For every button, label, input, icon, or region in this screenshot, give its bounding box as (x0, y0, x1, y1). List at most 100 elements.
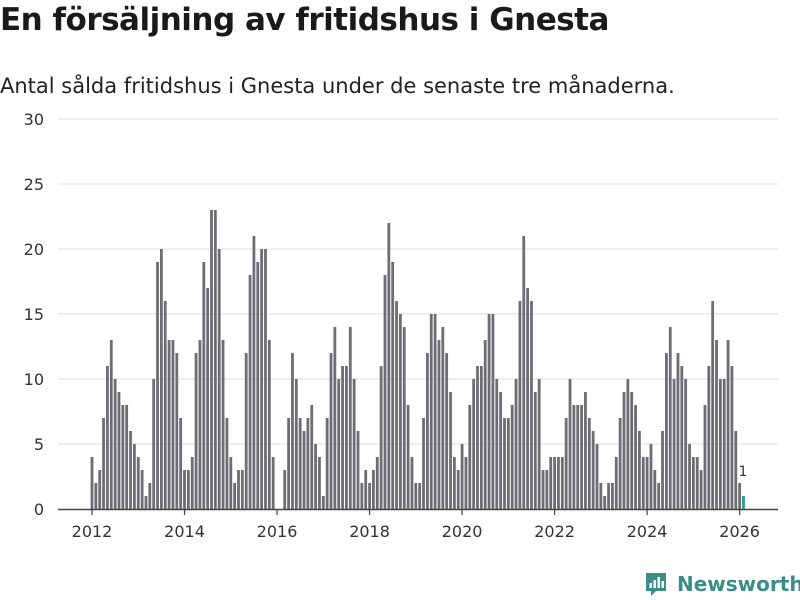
bar (348, 327, 352, 509)
bar (129, 431, 132, 509)
bar (148, 483, 152, 509)
bar (711, 301, 715, 509)
bar (452, 457, 456, 509)
bar (545, 470, 549, 509)
bar (283, 470, 287, 509)
bar (595, 444, 599, 509)
bar (256, 262, 260, 509)
bar (179, 418, 183, 509)
bar (391, 262, 395, 509)
data-label: 1 (739, 464, 748, 480)
bar (98, 470, 102, 509)
bar (537, 379, 541, 509)
bar (125, 405, 129, 509)
bar (375, 457, 379, 509)
bar (329, 353, 333, 509)
bar (495, 379, 499, 509)
bar (568, 379, 572, 509)
bar (526, 288, 530, 509)
x-tick-label: 2024 (627, 522, 668, 541)
bar (90, 457, 94, 509)
bar (399, 314, 402, 509)
bar (726, 340, 730, 509)
bar (302, 431, 306, 509)
bar (553, 457, 556, 509)
bar (460, 444, 464, 509)
newsworthy-brand[interactable]: Newsworthy (644, 568, 800, 600)
bar (657, 483, 661, 509)
bar (294, 379, 298, 509)
bar (171, 340, 175, 509)
bar (94, 483, 98, 509)
x-tick-label: 2020 (442, 522, 483, 541)
bar (298, 418, 302, 509)
bar-highlight (742, 496, 745, 509)
bar (738, 483, 742, 509)
bar (144, 496, 148, 509)
bar (676, 353, 680, 509)
chart-title: En försäljning av fritidshus i Gnesta (0, 2, 609, 38)
bar (202, 262, 206, 509)
bar (225, 418, 229, 509)
bar (136, 457, 140, 509)
y-tick-label: 15 (24, 305, 44, 324)
bar (341, 366, 344, 509)
bar (433, 314, 437, 509)
bar (722, 379, 726, 509)
bar (183, 470, 186, 509)
bar (630, 392, 634, 509)
bar (661, 431, 664, 509)
bar (337, 379, 341, 509)
bar (541, 470, 545, 509)
bar (352, 379, 356, 509)
bar (691, 457, 695, 509)
bar (190, 457, 194, 509)
bar (491, 314, 495, 509)
bar (410, 457, 414, 509)
bar (267, 340, 271, 509)
bar (318, 457, 321, 509)
bar (672, 379, 676, 509)
bar (152, 379, 156, 509)
bar (206, 288, 210, 509)
x-tick-label: 2026 (719, 522, 760, 541)
bar (703, 405, 707, 509)
bar (487, 314, 491, 509)
bar (464, 457, 468, 509)
bar (445, 353, 449, 509)
bar (260, 249, 264, 509)
bar (599, 483, 603, 509)
bar (533, 392, 537, 509)
bar (576, 405, 580, 509)
bar (607, 483, 610, 509)
bar (217, 249, 221, 509)
bar (572, 405, 576, 509)
bar (510, 405, 514, 509)
bar (133, 444, 136, 509)
bar (449, 392, 452, 509)
brand-name: Newsworthy (677, 572, 800, 596)
bar (368, 483, 371, 509)
bar (140, 470, 144, 509)
y-tick-label: 10 (24, 370, 44, 389)
bar (611, 483, 614, 509)
bar (668, 327, 672, 509)
bar (156, 262, 159, 509)
bar (522, 236, 526, 509)
bar (587, 418, 591, 509)
bar (345, 366, 348, 509)
bar (310, 405, 314, 509)
x-tick-label: 2018 (349, 522, 390, 541)
bar (379, 366, 383, 509)
bar (186, 470, 190, 509)
bar (325, 418, 329, 509)
bar (194, 353, 198, 509)
bar (402, 327, 406, 509)
bar (734, 431, 738, 509)
y-tick-label: 20 (24, 240, 44, 259)
bar (210, 210, 213, 509)
bar (603, 496, 607, 509)
bar (699, 470, 703, 509)
bar (314, 444, 317, 509)
bar (560, 457, 564, 509)
